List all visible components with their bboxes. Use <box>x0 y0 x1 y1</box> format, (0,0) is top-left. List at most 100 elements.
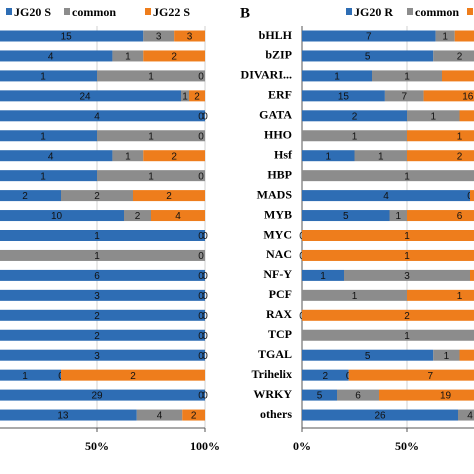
value-label: 0 <box>198 111 204 122</box>
value-label: 2 <box>94 191 100 202</box>
bar-segment <box>302 289 407 301</box>
bar-segment <box>302 309 474 321</box>
bar-segment <box>0 30 144 42</box>
legend-swatch <box>407 8 413 15</box>
category-label: NF-Y <box>263 267 292 281</box>
bar-segment <box>97 130 205 142</box>
bar-segment <box>433 349 460 361</box>
bar-segment <box>61 190 133 202</box>
category-label: DIVARI... <box>241 68 292 82</box>
bar-segment <box>143 30 175 42</box>
category-label: TCP <box>268 327 292 341</box>
category-label: Hsf <box>274 147 293 161</box>
value-label: 1 <box>352 291 358 302</box>
bar-segment <box>302 409 458 421</box>
bar-segment <box>442 70 474 82</box>
category-label: bHLH <box>259 28 293 42</box>
bar-segment <box>0 369 61 381</box>
bar-segment <box>379 389 474 401</box>
x-tick-label: 50% <box>85 439 109 453</box>
category-label: HBP <box>267 167 292 181</box>
value-label: 2 <box>457 151 463 162</box>
category-label: GATA <box>259 108 292 122</box>
bar-segment <box>302 110 407 122</box>
value-label: 2 <box>130 371 136 382</box>
value-label: 1 <box>94 251 100 262</box>
bar-segment <box>407 110 460 122</box>
bar-segment <box>0 70 97 82</box>
legend-label: common <box>72 5 116 19</box>
value-label: 3 <box>94 351 100 362</box>
value-label: 1 <box>148 72 154 83</box>
value-label: 4 <box>48 52 54 63</box>
legend-swatch <box>64 8 70 15</box>
value-label: 0 <box>198 171 204 182</box>
category-label: PCF <box>269 287 292 301</box>
bar-segment <box>0 329 205 341</box>
value-label: 3 <box>156 32 162 43</box>
x-tick-label: 0% <box>293 439 311 453</box>
value-label: 1 <box>378 151 384 162</box>
bar-segment <box>112 50 144 62</box>
bar-segment <box>354 150 407 162</box>
value-label: 0 <box>198 391 204 402</box>
category-label: NAC <box>266 247 292 261</box>
value-label: 0 <box>198 331 204 342</box>
value-label: 10 <box>51 211 63 222</box>
bar-segment <box>133 190 205 202</box>
bar-segment <box>0 349 205 361</box>
value-label: 2 <box>191 411 197 422</box>
bar-segment <box>302 349 434 361</box>
value-label: 1 <box>404 251 410 262</box>
category-label: ERF <box>268 88 292 102</box>
value-label: 4 <box>48 151 54 162</box>
value-label: 4 <box>383 191 389 202</box>
value-label: 1 <box>352 131 358 142</box>
value-label: 1 <box>430 111 436 122</box>
bar-segment <box>302 130 407 142</box>
bar-segment <box>302 50 434 62</box>
value-label: 1 <box>40 72 46 83</box>
value-label: 1 <box>444 351 450 362</box>
value-label: 3 <box>404 271 410 282</box>
bar-segment <box>0 130 97 142</box>
value-label: 6 <box>94 271 100 282</box>
legend-swatch <box>145 8 151 15</box>
bar-segment <box>136 409 183 421</box>
value-label: 1 <box>442 32 448 43</box>
value-label: 2 <box>94 331 100 342</box>
bar-segment <box>458 409 474 421</box>
bar-segment <box>407 130 474 142</box>
value-label: 2 <box>166 191 172 202</box>
value-label: 0 <box>198 311 204 322</box>
bar-segment <box>407 289 474 301</box>
legend-swatch <box>6 8 12 15</box>
value-label: 1 <box>148 131 154 142</box>
value-label: 13 <box>57 411 69 422</box>
bar-segment <box>0 249 205 261</box>
value-label: 4 <box>94 111 100 122</box>
value-label: 0 <box>198 351 204 362</box>
bar-segment <box>0 50 113 62</box>
category-label: others <box>260 407 292 421</box>
value-label: 0 <box>202 391 208 402</box>
value-label: 2 <box>94 311 100 322</box>
x-tick-label: 50% <box>395 439 419 453</box>
value-label: 7 <box>428 371 434 382</box>
bar-segment <box>302 170 474 182</box>
value-label: 1 <box>40 131 46 142</box>
value-label: 15 <box>338 91 350 102</box>
legend-swatch <box>467 8 473 15</box>
value-label: 1 <box>22 371 28 382</box>
value-label: 1 <box>94 231 100 242</box>
value-label: 0 <box>202 231 208 242</box>
panel-label: B <box>240 5 250 21</box>
value-label: 2 <box>171 52 177 63</box>
bar-segment <box>143 50 205 62</box>
bar-segment <box>337 389 379 401</box>
bar-segment <box>0 90 181 102</box>
value-label: 1 <box>320 271 326 282</box>
bar-segment <box>302 329 474 341</box>
bar-segment <box>389 210 407 222</box>
